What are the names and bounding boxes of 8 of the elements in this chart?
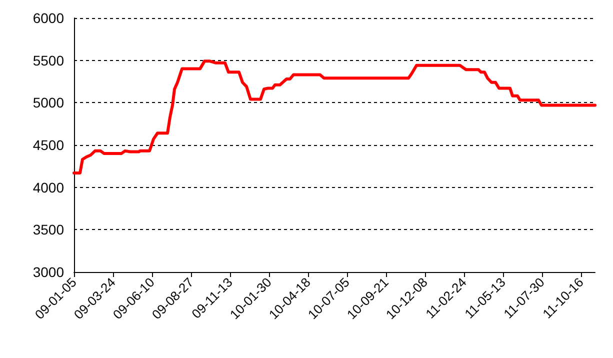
- line-series: [72, 60, 596, 174]
- y-tick-label: 4500: [32, 137, 64, 153]
- y-tick-label: 3500: [32, 222, 64, 238]
- y-tick-label: 4000: [32, 179, 64, 196]
- y-tick-label: 5000: [32, 94, 64, 111]
- y-tick-label: 3000: [32, 264, 64, 280]
- y-tick-label: 5500: [32, 52, 64, 68]
- y-tick-label: 6000: [32, 10, 64, 26]
